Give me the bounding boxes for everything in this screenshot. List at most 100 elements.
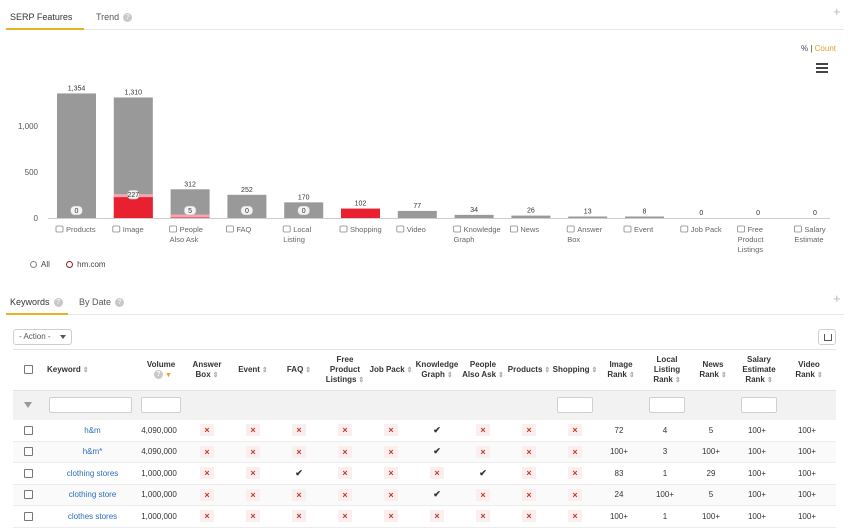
tab-keywords[interactable]: Keywords?	[10, 297, 63, 307]
help-icon[interactable]: ?	[53, 298, 63, 307]
bag-icon	[339, 225, 348, 233]
keyword-link[interactable]: clothing store	[68, 490, 117, 500]
select-all-checkbox[interactable]	[23, 365, 33, 375]
bar-label-all: 1,354	[68, 85, 86, 92]
sort-icon[interactable]: ⇕	[259, 366, 268, 374]
sort-icon[interactable]: ⇕	[303, 366, 312, 374]
sort-icon[interactable]: ⇕	[672, 376, 681, 384]
export-icon[interactable]	[818, 329, 836, 345]
tab-serp-features[interactable]: SERP Features	[10, 12, 73, 22]
column-header[interactable]: Video Rank ⇕	[782, 349, 836, 391]
bar-all	[454, 214, 494, 218]
column-header[interactable]: Keyword ⇕	[43, 349, 138, 391]
local-listing-rank-cell: 1	[644, 505, 690, 528]
help-icon[interactable]: ?	[123, 13, 133, 22]
filter-input[interactable]	[741, 397, 777, 414]
bar-label-domain: 227	[127, 192, 139, 199]
video-rank-cell: 100+	[782, 462, 836, 485]
add-panel-icon[interactable]: +	[833, 4, 841, 19]
column-header[interactable]: News Rank ⇕	[690, 349, 736, 391]
toggle-percent[interactable]: %	[800, 44, 809, 53]
feature-cell: ×	[368, 484, 414, 506]
action-dropdown[interactable]: - Action -	[13, 329, 72, 345]
check-icon: ✔	[479, 467, 487, 478]
keyword-link[interactable]: clothing stores	[66, 468, 119, 478]
x-icon: ×	[384, 467, 398, 480]
bar-domain	[113, 197, 153, 218]
feature-cell: ×	[184, 419, 230, 442]
column-header[interactable]: Job Pack ⇕	[368, 349, 414, 391]
column-header-label: Local Listing Rank	[653, 355, 680, 384]
add-panel-icon[interactable]: +	[833, 291, 841, 306]
sort-icon[interactable]: ⇕	[404, 366, 413, 374]
feature-cell: ×	[322, 441, 368, 463]
help-icon[interactable]: ?	[154, 369, 164, 379]
column-header[interactable]: Local Listing Rank ⇕	[644, 349, 690, 391]
column-header[interactable]: Salary Estimate Rank ⇕	[736, 349, 782, 391]
keyword-link[interactable]: h&m	[84, 425, 101, 435]
row-checkbox[interactable]	[23, 511, 33, 521]
chart-menu-icon[interactable]	[816, 63, 828, 73]
sort-icon[interactable]: ⇕	[718, 371, 727, 379]
keyword-link[interactable]: clothes stores	[67, 511, 118, 521]
filter-input[interactable]	[141, 397, 181, 414]
keyword-link[interactable]: h&m*	[82, 447, 103, 457]
column-header[interactable]: Event ⇕	[230, 349, 276, 391]
column-header[interactable]: People Also Ask ⇕	[460, 349, 506, 391]
row-checkbox[interactable]	[23, 490, 33, 500]
sort-icon[interactable]: ⇕	[764, 376, 773, 384]
sort-desc-icon[interactable]: ▼	[163, 371, 172, 379]
sort-icon[interactable]: ⇕	[210, 371, 219, 379]
help-icon[interactable]: ?	[115, 298, 125, 307]
legend-item-all[interactable]: All	[30, 260, 50, 269]
sort-icon[interactable]: ⇕	[496, 371, 504, 379]
table-row[interactable]: h&m 4,090,000 × × × × × ✔ × × × 72 4 5 100+ 100+	[13, 419, 836, 442]
tab-by-date[interactable]: By Date?	[79, 297, 125, 307]
row-checkbox[interactable]	[23, 447, 33, 457]
column-header[interactable]: Volume? ▼	[138, 349, 184, 391]
feature-cell: ×	[460, 419, 506, 442]
filter-cell	[460, 390, 506, 420]
column-header[interactable]: Image Rank ⇕	[598, 349, 644, 391]
column-header[interactable]: Answer Box ⇕	[184, 349, 230, 391]
x-icon: ×	[200, 510, 214, 523]
row-checkbox[interactable]	[23, 468, 33, 478]
table-row[interactable]: clothing stores 1,000,000 × × ✔ × × × ✔ × × 83 1 29 10…	[13, 462, 836, 485]
column-header[interactable]: Shopping ⇕	[552, 349, 598, 391]
sort-icon[interactable]: ⇕	[542, 366, 551, 374]
volume-cell: 1,000,000	[138, 505, 184, 528]
bar-label-bubble	[297, 205, 311, 216]
sort-icon[interactable]: ⇕	[626, 371, 635, 379]
feature-cell: ×	[368, 419, 414, 442]
toggle-count[interactable]: Count	[814, 44, 836, 53]
category-label: Listing	[283, 235, 305, 244]
column-header-line: Image	[609, 359, 633, 369]
row-checkbox[interactable]	[23, 425, 33, 435]
table-row[interactable]: clothing store 1,000,000 × × × × × ✔ × × × 24 100+ 5 1…	[13, 484, 836, 506]
salary-estimate-rank-cell: 100+	[736, 505, 782, 528]
column-header-line: Also Ask	[462, 369, 497, 379]
filter-input[interactable]	[649, 397, 685, 414]
image-icon	[112, 225, 121, 233]
filter-icon[interactable]	[24, 401, 32, 408]
column-header[interactable]: Free Product Listings ⇕	[322, 349, 368, 391]
filter-input[interactable]	[557, 397, 593, 414]
x-icon: ×	[246, 445, 260, 458]
sort-icon[interactable]: ⇕	[444, 371, 453, 379]
sort-icon[interactable]: ⇕	[814, 371, 823, 379]
filter-input[interactable]	[49, 397, 132, 414]
tab-trend[interactable]: Trend?	[96, 12, 133, 22]
x-icon: ×	[292, 424, 306, 436]
table-row[interactable]: h&m* 4,090,000 × × × × × ✔ × × × 100+ 3 100+ 100+ 100+	[13, 441, 836, 463]
table-row[interactable]: clothes stores 1,000,000 × × × × × × × × × 100+ 1 100…	[13, 505, 836, 528]
filter-cell	[644, 390, 690, 420]
sort-icon[interactable]: ⇕	[80, 366, 89, 374]
category-label: Product	[738, 235, 765, 244]
legend-item-domain[interactable]: hm.com	[66, 260, 106, 269]
column-header[interactable]: FAQ ⇕	[276, 349, 322, 391]
sort-icon[interactable]: ⇕	[589, 366, 598, 374]
column-header-line: Volume	[146, 359, 176, 369]
column-header[interactable]: Knowledge Graph ⇕	[414, 349, 460, 391]
sort-icon[interactable]: ⇕	[356, 376, 365, 384]
column-header[interactable]: Products ⇕	[506, 349, 552, 391]
